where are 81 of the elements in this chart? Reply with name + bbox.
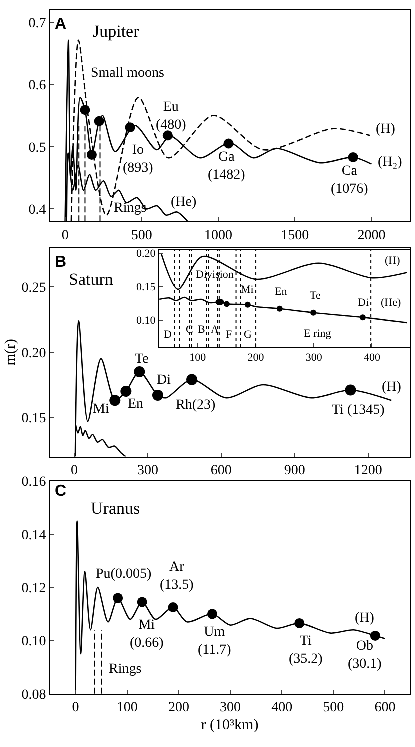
annotation: Di bbox=[358, 297, 369, 309]
x-tick-label: 1200 bbox=[354, 464, 382, 479]
y-tick-label: 0.08 bbox=[22, 688, 46, 703]
annotation: A bbox=[211, 324, 219, 336]
annotation: F bbox=[226, 329, 232, 341]
y-tick-label: 0.6 bbox=[28, 78, 46, 94]
annotation: Ga (1482) bbox=[208, 150, 246, 184]
annotation: Mi bbox=[93, 402, 110, 417]
annotation: Rings bbox=[114, 201, 147, 216]
annotation: Mi bbox=[241, 284, 254, 296]
annotation: Di bbox=[157, 373, 172, 388]
y-tick-label: 0.12 bbox=[22, 581, 46, 596]
series-label: (H) bbox=[382, 380, 402, 395]
x-tick-label: 2000 bbox=[358, 228, 386, 244]
y-tick-label: 0.16 bbox=[22, 475, 46, 490]
x-tick-label: 0 bbox=[70, 464, 78, 479]
annotation: Te bbox=[135, 352, 149, 367]
annotation: Pu(0.005) bbox=[96, 567, 152, 582]
x-axis-title: r (10³km) bbox=[201, 718, 259, 734]
x-tick-label: 100 bbox=[190, 352, 207, 364]
x-tick-label: 600 bbox=[210, 464, 232, 479]
y-tick-label: 0.7 bbox=[28, 16, 46, 32]
annotation: Te bbox=[310, 290, 321, 302]
series-label: (H) bbox=[376, 122, 396, 137]
x-tick-label: 200 bbox=[168, 700, 190, 716]
annotation: Saturn bbox=[69, 270, 114, 289]
annotation: Division bbox=[196, 269, 234, 281]
annotation: B bbox=[55, 254, 67, 271]
annotation: Uranus bbox=[91, 499, 140, 518]
y-tick-label: 0.25 bbox=[22, 281, 46, 296]
x-tick-label: 500 bbox=[131, 228, 152, 244]
x-tick-label: 0 bbox=[62, 228, 69, 244]
x-tick-label: 200 bbox=[248, 352, 265, 364]
annotation: Ti (1345) bbox=[332, 403, 386, 418]
annotation: B bbox=[198, 324, 206, 336]
annotation: C bbox=[55, 483, 67, 500]
annotation: En bbox=[128, 397, 144, 412]
x-tick-label: 1000 bbox=[204, 228, 233, 244]
annotation: Io (893) bbox=[123, 143, 154, 176]
annotation: Mi (0.66) bbox=[130, 618, 164, 652]
annotation: Ca (1076) bbox=[331, 164, 369, 198]
x-tick-label: 300 bbox=[306, 352, 323, 364]
x-tick-label: 1500 bbox=[281, 228, 310, 244]
x-tick-label: 400 bbox=[364, 352, 381, 364]
series-label: (H) bbox=[355, 611, 375, 626]
y-tick-label: 0.14 bbox=[22, 528, 46, 544]
x-tick-label: 400 bbox=[272, 700, 293, 716]
y-tick-label: 0.4 bbox=[28, 203, 46, 218]
series-label: (H₂) bbox=[378, 155, 403, 170]
series-label: (He) bbox=[381, 297, 402, 309]
annotation: Jupiter bbox=[93, 22, 140, 41]
annotation: Rings bbox=[109, 662, 142, 677]
y-tick-label: 0.10 bbox=[136, 315, 156, 328]
annotation: Ti (35.2) bbox=[289, 634, 324, 668]
annotation: G bbox=[244, 329, 252, 341]
annotation: En bbox=[275, 286, 288, 298]
x-tick-label: 500 bbox=[323, 700, 344, 716]
series-label: (H) bbox=[385, 255, 401, 267]
annotation: Ar (13.5) bbox=[160, 560, 194, 594]
annotation: Eu (480) bbox=[156, 100, 187, 134]
y-tick-label: 0.5 bbox=[28, 140, 46, 156]
x-tick-label: 0 bbox=[72, 700, 80, 716]
annotation: Ob (30.1) bbox=[348, 639, 382, 672]
y-tick-label: 0.15 bbox=[22, 412, 46, 427]
annotation: E ring bbox=[304, 328, 332, 340]
y-tick-label: 0.10 bbox=[22, 634, 46, 650]
series-label: (He) bbox=[171, 195, 197, 210]
annotation: A bbox=[55, 16, 67, 33]
y-axis-title: m(r) bbox=[2, 339, 19, 366]
x-tick-label: 900 bbox=[284, 464, 306, 479]
x-tick-label: 100 bbox=[116, 700, 138, 716]
y-tick-label: 0.15 bbox=[136, 282, 156, 294]
x-tick-label: 300 bbox=[137, 464, 158, 479]
y-tick-label: 0.20 bbox=[22, 346, 46, 362]
x-tick-label: 600 bbox=[374, 700, 396, 716]
annotation: Um (11.7) bbox=[198, 625, 232, 658]
y-tick-label: 0.20 bbox=[136, 248, 156, 260]
annotation: D bbox=[164, 329, 172, 341]
x-tick-label: 300 bbox=[220, 700, 242, 716]
annotation: Rh(23) bbox=[176, 398, 216, 413]
annotation: Small moons bbox=[91, 66, 165, 81]
